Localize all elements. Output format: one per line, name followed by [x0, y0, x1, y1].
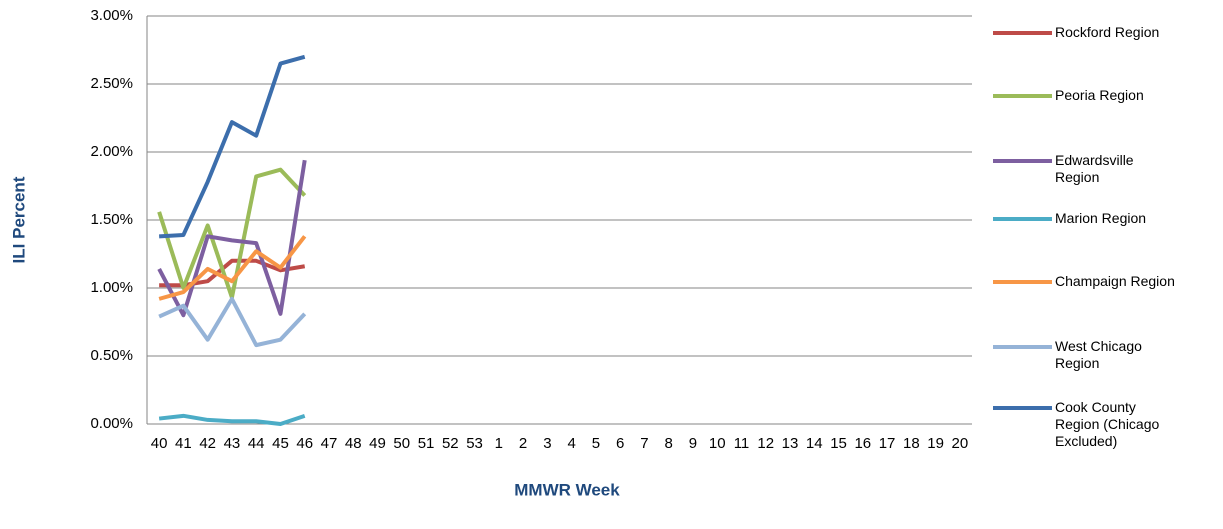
x-tick-label: 4	[567, 435, 575, 452]
x-tick-label: 7	[640, 435, 648, 452]
y-tick-label: 2.50%	[90, 75, 133, 92]
x-tick-label: 15	[830, 435, 847, 452]
x-tick-label: 20	[952, 435, 969, 452]
legend-label: Peoria Region	[1055, 87, 1144, 103]
legend-label: Cook County Region (Chicago Excluded)	[1055, 399, 1160, 449]
x-tick-label: 10	[709, 435, 726, 452]
x-tick-label: 12	[757, 435, 774, 452]
x-tick-label: 13	[782, 435, 799, 452]
x-tick-label: 47	[321, 435, 338, 452]
x-tick-label: 19	[927, 435, 944, 452]
x-tick-label: 3	[543, 435, 551, 452]
x-tick-label: 8	[665, 435, 673, 452]
x-tick-label: 53	[466, 435, 483, 452]
x-tick-label: 18	[903, 435, 920, 452]
x-tick-label: 40	[151, 435, 168, 452]
x-tick-label: 49	[369, 435, 386, 452]
series-line	[158, 235, 307, 301]
x-tick-label: 48	[345, 435, 362, 452]
legend-label: Rockford Region	[1055, 24, 1160, 40]
x-tick-label: 50	[393, 435, 410, 452]
series-line	[158, 296, 307, 348]
x-tick-label: 14	[806, 435, 823, 452]
y-tick-label: 1.00%	[90, 279, 133, 296]
x-tick-label: 42	[199, 435, 216, 452]
y-tick-label: 3.00%	[90, 7, 133, 24]
x-tick-label: 51	[418, 435, 435, 452]
x-tick-label: 17	[879, 435, 896, 452]
x-tick-label: 45	[272, 435, 289, 452]
x-tick-label: 41	[175, 435, 192, 452]
x-tick-label: 2	[519, 435, 527, 452]
x-tick-label: 11	[734, 435, 750, 452]
x-tick-label: 43	[224, 435, 241, 452]
x-tick-label: 44	[248, 435, 265, 452]
x-tick-label: 46	[296, 435, 313, 452]
y-tick-label: 0.50%	[90, 347, 133, 364]
x-tick-label: 9	[689, 435, 697, 452]
y-tick-label: 2.00%	[90, 143, 133, 160]
x-axis-title: MMWR Week	[514, 480, 620, 499]
legend-label: West Chicago Region	[1055, 338, 1142, 371]
x-tick-label: 1	[495, 435, 503, 452]
y-tick-label: 1.50%	[90, 211, 133, 228]
legend-label: Edwardsville Region	[1055, 152, 1134, 185]
legend-label: Marion Region	[1055, 210, 1147, 226]
y-tick-label: 0.00%	[90, 415, 133, 432]
x-tick-label: 52	[442, 435, 459, 452]
y-axis-title: ILI Percent	[9, 176, 28, 263]
x-tick-label: 5	[592, 435, 600, 452]
x-tick-label: 6	[616, 435, 624, 452]
x-tick-label: 16	[854, 435, 871, 452]
series-line	[157, 159, 307, 318]
series-line	[158, 413, 306, 426]
series-line	[159, 54, 306, 239]
legend-label: Champaign Region	[1055, 273, 1175, 289]
